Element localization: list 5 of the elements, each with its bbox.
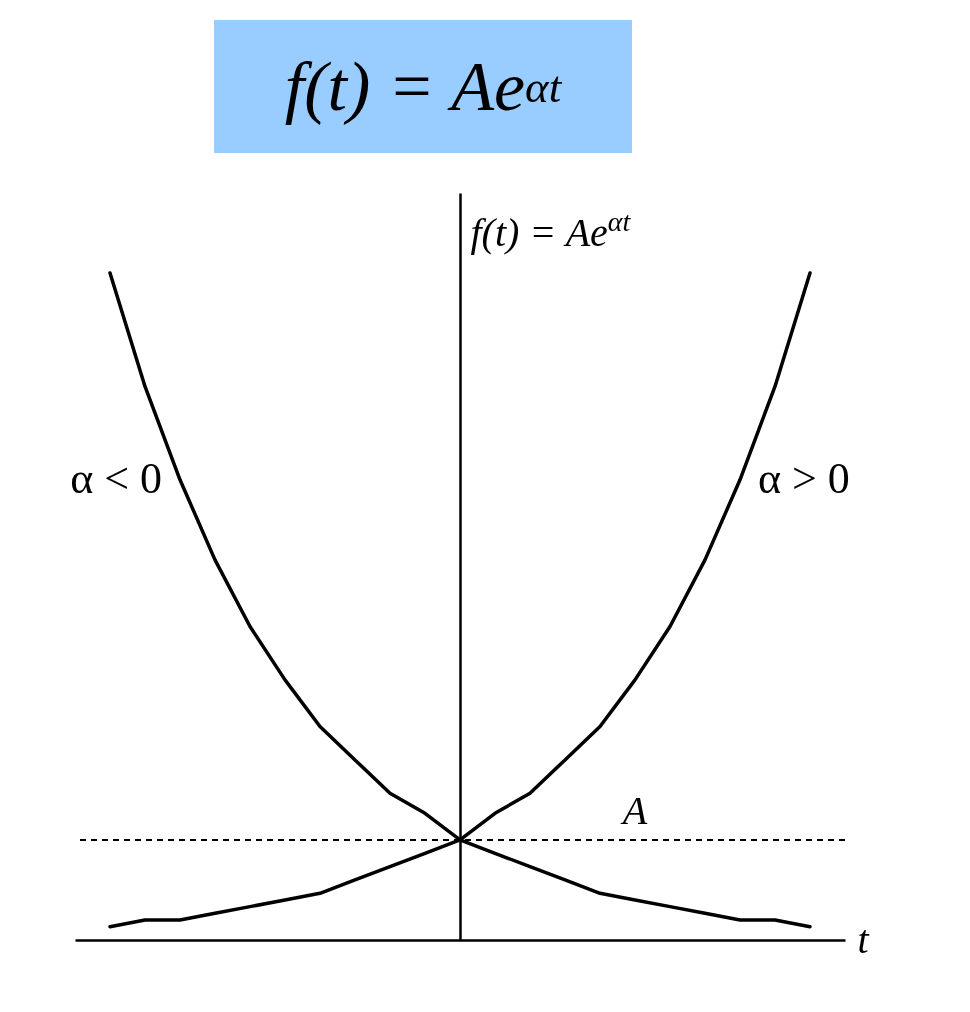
series-label: α < 0 <box>70 453 162 503</box>
ref-line-label: A <box>619 787 648 833</box>
y-axis-title: f(t) = Ae$^{αt}$ <box>470 205 632 255</box>
series-label: α > 0 <box>758 453 850 503</box>
x-axis-title: t <box>857 916 870 962</box>
